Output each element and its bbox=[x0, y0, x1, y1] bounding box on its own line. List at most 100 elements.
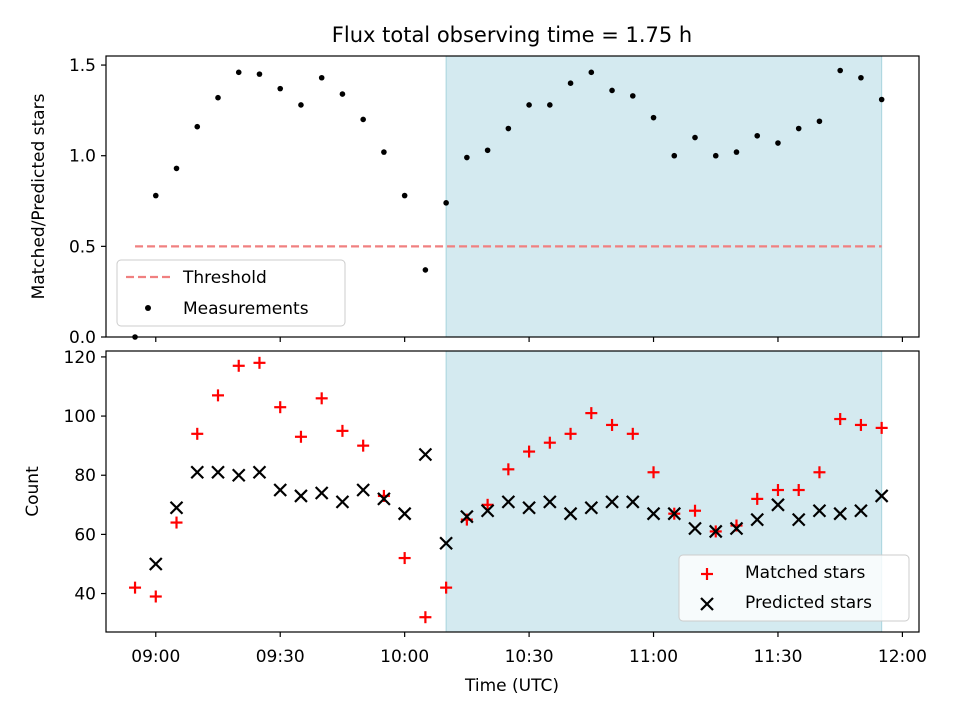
matched-star-point bbox=[626, 427, 639, 440]
x-tick-label: 10:30 bbox=[505, 647, 554, 667]
predicted-star-point bbox=[231, 468, 246, 483]
matched-star-point bbox=[689, 504, 702, 517]
top-x-ticks bbox=[155, 337, 904, 342]
y-tick-label: 80 bbox=[74, 466, 96, 486]
y-tick-label: 40 bbox=[74, 585, 96, 605]
matched-star-point bbox=[357, 439, 370, 452]
bottom-axes-frame bbox=[105, 350, 920, 633]
measurement-point bbox=[858, 74, 864, 81]
matched-star-point bbox=[854, 418, 867, 431]
matched-star-point bbox=[792, 484, 805, 497]
predicted-star-point bbox=[273, 483, 287, 497]
predicted-star-point bbox=[543, 495, 557, 509]
predicted-star-point bbox=[356, 483, 370, 497]
matched-star-point bbox=[419, 611, 432, 624]
measurement-point bbox=[733, 149, 740, 155]
measurement-point bbox=[547, 102, 553, 108]
predicted-star-point bbox=[854, 503, 868, 518]
matched-star-point bbox=[813, 466, 826, 479]
bottom-points bbox=[129, 356, 889, 624]
measurement-point bbox=[588, 69, 595, 76]
predicted-star-point bbox=[460, 509, 474, 524]
x-tick-label: 12:00 bbox=[878, 647, 927, 667]
predicted-star-point bbox=[190, 465, 205, 480]
measurement-point bbox=[609, 87, 615, 94]
measurement-point bbox=[878, 96, 885, 103]
measurement-point bbox=[173, 165, 180, 172]
y-tick-label: 60 bbox=[74, 525, 96, 545]
matched-star-point bbox=[502, 463, 515, 476]
measurement-point bbox=[422, 267, 429, 273]
matched-star-point bbox=[253, 356, 266, 369]
x-axis-label: Time (UTC) bbox=[464, 676, 559, 696]
predicted-star-point bbox=[294, 489, 308, 503]
measurement-point bbox=[298, 102, 304, 108]
y-tick-label: 120 bbox=[64, 348, 96, 368]
legend-box bbox=[678, 554, 910, 622]
predicted-star-point bbox=[480, 503, 495, 518]
legend-matched-label: Matched stars bbox=[745, 563, 865, 583]
predicted-star-point bbox=[148, 557, 163, 571]
bottom-y-axis: 40 60 80 100 120 bbox=[64, 348, 106, 605]
measurement-point bbox=[339, 91, 346, 97]
matched-star-point bbox=[336, 424, 349, 437]
predicted-star-point bbox=[708, 524, 723, 539]
measurement-point bbox=[692, 134, 698, 141]
predicted-star-point bbox=[771, 498, 785, 512]
y-tick-label: 0.0 bbox=[69, 328, 96, 348]
predicted-star-point bbox=[439, 536, 453, 551]
measurement-point bbox=[837, 67, 843, 74]
matched-star-point bbox=[606, 418, 619, 431]
legend-threshold-label: Threshold bbox=[182, 268, 267, 288]
y-tick-label: 0.5 bbox=[69, 237, 96, 257]
measurement-point bbox=[712, 152, 719, 159]
measurement-point bbox=[401, 192, 408, 199]
matched-star-point bbox=[523, 445, 536, 458]
matched-star-point bbox=[481, 498, 494, 511]
measurement-point bbox=[816, 118, 823, 125]
measurement-points bbox=[132, 67, 885, 340]
measurement-point bbox=[567, 80, 574, 86]
top-axes-frame bbox=[105, 55, 920, 338]
predicted-star-point bbox=[563, 506, 578, 521]
predicted-star-point bbox=[314, 486, 329, 500]
measurement-point bbox=[277, 85, 284, 92]
measurement-point bbox=[381, 149, 387, 155]
predicted-star-point bbox=[833, 506, 847, 521]
legend-box bbox=[116, 259, 346, 327]
predicted-star-point bbox=[626, 495, 640, 509]
y-tick-label: 100 bbox=[64, 407, 96, 427]
x-tick-label: 11:00 bbox=[629, 647, 678, 667]
measurement-point bbox=[360, 116, 366, 123]
predicted-star-point bbox=[688, 521, 702, 536]
measurement-point bbox=[775, 140, 781, 146]
matched-star-point bbox=[875, 421, 888, 434]
predicted-star-point bbox=[791, 512, 806, 527]
predicted-star-point bbox=[377, 492, 391, 506]
measurement-point bbox=[505, 125, 512, 132]
matched-star-point bbox=[211, 389, 224, 402]
matched-star-point bbox=[564, 427, 577, 440]
bottom-legend: Matched stars Predicted stars bbox=[678, 554, 910, 622]
matched-star-point bbox=[294, 430, 307, 443]
measurement-point bbox=[318, 74, 325, 81]
predicted-star-point bbox=[335, 495, 350, 509]
top-y-axis-label: Matched/Predicted stars bbox=[29, 93, 49, 299]
x-tick-label: 09:00 bbox=[131, 647, 180, 667]
measurement-point bbox=[443, 200, 449, 206]
y-tick-label: 1.5 bbox=[69, 56, 96, 76]
legend-predicted-label: Predicted stars bbox=[745, 593, 872, 613]
bottom-y-axis-label: Count bbox=[23, 466, 43, 517]
top-legend: Threshold Measurements bbox=[116, 259, 346, 327]
top-y-axis: 0.0 0.5 1.0 1.5 bbox=[69, 56, 106, 348]
predicted-star-point bbox=[418, 447, 433, 462]
predicted-star-point bbox=[667, 506, 682, 521]
measurement-point bbox=[754, 132, 761, 139]
matched-star-point bbox=[129, 581, 142, 594]
predicted-star-point bbox=[501, 495, 516, 509]
predicted-star-point bbox=[646, 506, 661, 521]
predicted-star-point bbox=[252, 465, 267, 480]
predicted-star-point bbox=[812, 503, 827, 518]
measurement-point bbox=[215, 94, 221, 101]
